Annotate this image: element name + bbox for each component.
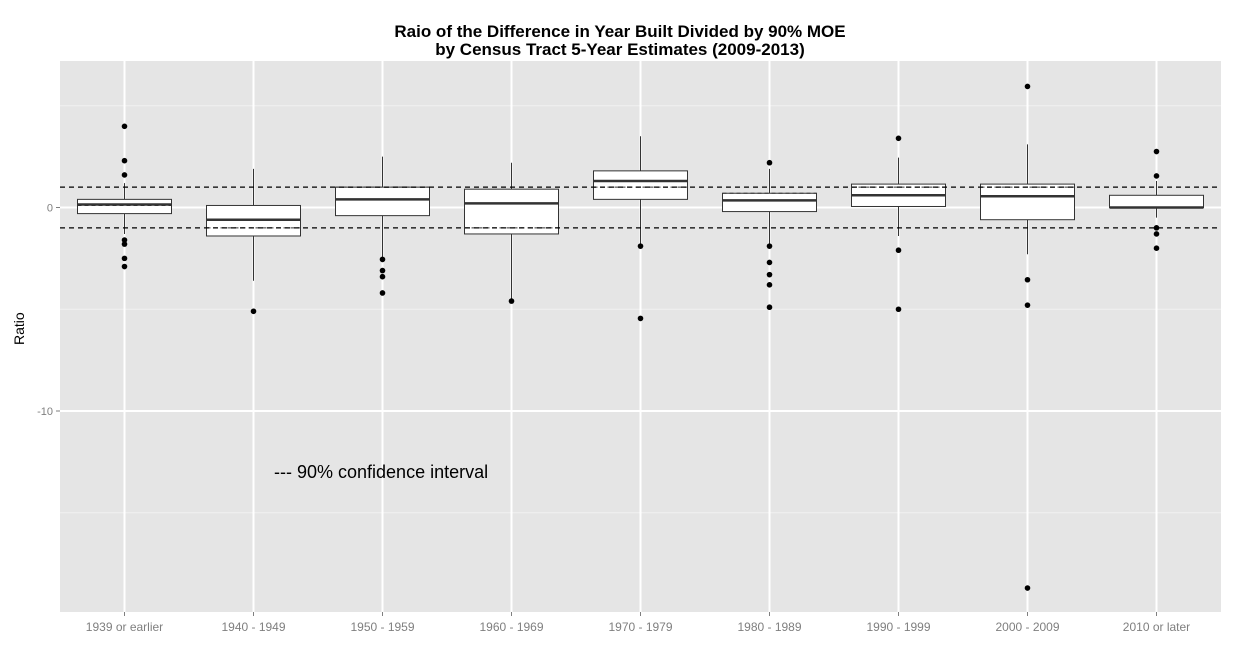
outlier-point xyxy=(766,271,773,278)
outlier-point xyxy=(1024,302,1031,308)
outlier-point xyxy=(766,304,773,311)
outlier-point xyxy=(766,282,773,288)
outlier-point xyxy=(1153,225,1160,231)
outlier-point xyxy=(379,267,386,274)
outlier-point xyxy=(1153,148,1160,155)
box-body xyxy=(464,188,559,235)
outlier-point xyxy=(250,308,257,315)
outlier-point xyxy=(1153,231,1160,237)
box-body xyxy=(335,186,430,217)
outlier-point xyxy=(895,306,902,313)
box-8 xyxy=(980,83,1075,591)
box-body xyxy=(722,192,817,213)
outlier-point xyxy=(121,255,128,262)
box-5 xyxy=(593,136,688,322)
y-tick-label: -10 xyxy=(37,406,53,418)
outlier-point xyxy=(121,241,128,247)
outlier-point xyxy=(1024,276,1031,283)
box-body xyxy=(1109,194,1204,208)
x-tick-label: 1970 - 1979 xyxy=(608,620,672,634)
chart-title-line-1: Raio of the Difference in Year Built Div… xyxy=(394,22,846,41)
outlier-point xyxy=(379,256,386,263)
outlier-point xyxy=(508,298,515,304)
outlier-point xyxy=(1024,585,1031,591)
outlier-point xyxy=(379,273,386,280)
outlier-point xyxy=(1153,245,1160,251)
box-body xyxy=(593,170,688,200)
outlier-point xyxy=(121,263,128,270)
outlier-point xyxy=(379,290,386,296)
x-tick-label: 1940 - 1949 xyxy=(221,620,285,634)
outlier-point xyxy=(766,243,773,249)
box-7 xyxy=(851,135,946,313)
x-tick-label: 1980 - 1989 xyxy=(737,620,801,634)
outlier-point xyxy=(895,247,902,254)
x-tick-label: 1950 - 1959 xyxy=(350,620,414,634)
x-tick-label: 1939 or earlier xyxy=(86,620,163,634)
outlier-point xyxy=(637,315,644,322)
outlier-point xyxy=(895,135,902,142)
x-tick-label: 1960 - 1969 xyxy=(479,620,543,634)
annotation-text: --- 90% confidence interval xyxy=(274,462,488,482)
outlier-point xyxy=(766,259,773,266)
outlier-point xyxy=(121,237,128,243)
chart-title-line-2: by Census Tract 5-Year Estimates (2009-2… xyxy=(435,40,805,59)
outlier-point xyxy=(121,172,128,178)
x-tick-label: 2010 or later xyxy=(1123,620,1190,634)
box-1 xyxy=(77,123,172,270)
box-9 xyxy=(1109,148,1204,251)
outlier-point xyxy=(1024,83,1031,90)
outlier-point xyxy=(637,243,644,249)
outlier-point xyxy=(766,159,773,166)
box-3 xyxy=(335,156,430,296)
box-4 xyxy=(464,162,559,304)
x-tick-label: 1990 - 1999 xyxy=(866,620,930,634)
outlier-point xyxy=(1153,173,1160,179)
outlier-point xyxy=(121,157,128,164)
x-tick-label: 2000 - 2009 xyxy=(995,620,1059,634)
box-body xyxy=(980,183,1075,221)
y-tick-label: 0 xyxy=(47,203,53,215)
box-6 xyxy=(722,159,817,311)
box-body xyxy=(77,198,172,215)
outlier-point xyxy=(121,123,128,130)
